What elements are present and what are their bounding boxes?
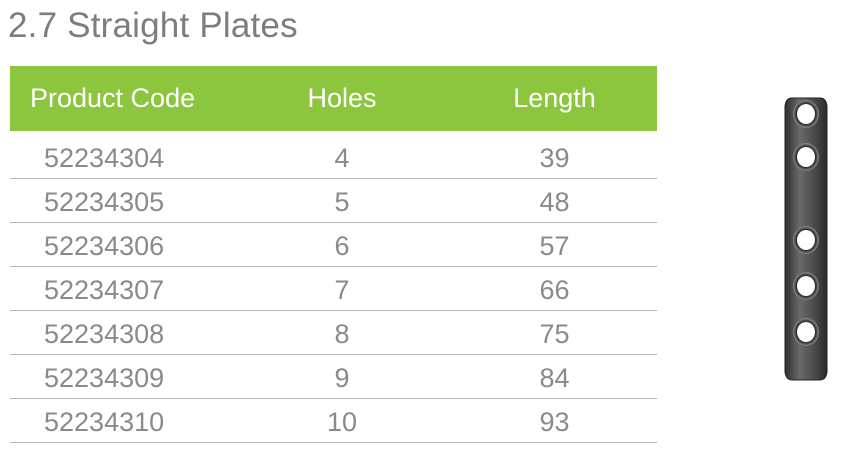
cell-holes: 10 <box>326 407 358 437</box>
cell-length: 48 <box>539 187 570 217</box>
table-row: 52234309 9 84 <box>10 355 657 399</box>
cell-holes: 9 <box>334 363 350 393</box>
plate-hole <box>797 230 815 250</box>
header-holes: Holes <box>307 83 377 113</box>
product-table: Product Code Holes Length 52234304 4 39 … <box>10 66 657 443</box>
plate-hole <box>797 147 815 167</box>
table-row: 52234307 7 66 <box>10 267 657 311</box>
cell-product-code: 52234310 <box>44 407 165 437</box>
table-row: 52234304 4 39 <box>10 135 657 179</box>
page-title: 2.7 Straight Plates <box>8 6 298 45</box>
cell-product-code: 52234306 <box>44 231 165 261</box>
header-length: Length <box>513 83 596 113</box>
table-row: 52234306 6 57 <box>10 223 657 267</box>
table-body: 52234304 4 39 52234305 5 48 52234306 6 5… <box>10 135 657 443</box>
header-product-code: Product Code <box>30 83 196 113</box>
straight-plate-icon <box>776 94 836 384</box>
cell-product-code: 52234309 <box>44 363 165 393</box>
cell-holes: 7 <box>334 275 350 305</box>
cell-length: 84 <box>539 363 570 393</box>
cell-length: 93 <box>539 407 570 437</box>
cell-product-code: 52234308 <box>44 319 165 349</box>
table-header: Product Code Holes Length <box>10 66 657 131</box>
cell-holes: 8 <box>334 319 350 349</box>
plate-hole <box>797 104 815 124</box>
cell-holes: 6 <box>334 231 350 261</box>
cell-product-code: 52234307 <box>44 275 165 305</box>
straight-plate-image <box>784 97 828 381</box>
plate-hole <box>797 322 815 342</box>
table-row: 52234308 8 75 <box>10 311 657 355</box>
cell-holes: 5 <box>334 187 350 217</box>
table-row: 52234305 5 48 <box>10 179 657 223</box>
cell-length: 75 <box>539 319 570 349</box>
table-row: 52234310 10 93 <box>10 399 657 443</box>
cell-length: 66 <box>539 275 570 305</box>
cell-holes: 4 <box>334 143 350 173</box>
plate-hole <box>797 276 815 296</box>
cell-product-code: 52234304 <box>44 143 165 173</box>
cell-length: 39 <box>539 143 570 173</box>
cell-product-code: 52234305 <box>44 187 165 217</box>
cell-length: 57 <box>539 231 570 261</box>
